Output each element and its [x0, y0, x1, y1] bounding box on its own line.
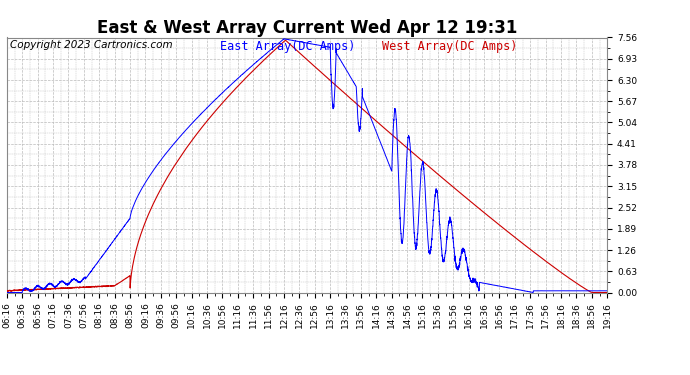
- Text: Copyright 2023 Cartronics.com: Copyright 2023 Cartronics.com: [10, 40, 172, 50]
- Title: East & West Array Current Wed Apr 12 19:31: East & West Array Current Wed Apr 12 19:…: [97, 20, 518, 38]
- Text: West Array(DC Amps): West Array(DC Amps): [382, 40, 518, 53]
- Text: East Array(DC Amps): East Array(DC Amps): [220, 40, 355, 53]
